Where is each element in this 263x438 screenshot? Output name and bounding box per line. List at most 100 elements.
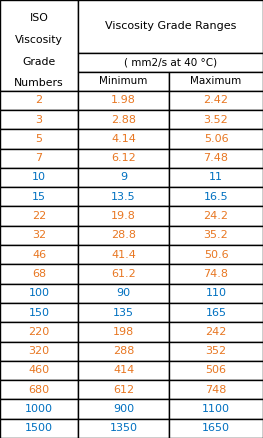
Bar [169,322,263,342]
Bar [0,226,78,245]
Text: 28.8: 28.8 [111,230,136,240]
Text: 4.14: 4.14 [111,134,136,144]
Text: 220: 220 [28,327,50,337]
Text: 3.52: 3.52 [204,115,229,124]
Bar [0,342,78,361]
Text: 460: 460 [28,365,50,375]
Bar [169,72,263,91]
Bar [0,322,78,342]
Text: 15: 15 [32,192,46,202]
Text: 1.98: 1.98 [111,95,136,105]
Text: 612: 612 [113,385,134,395]
Text: 198: 198 [113,327,134,337]
Bar [169,129,263,148]
Bar [78,206,169,226]
Text: 24.2: 24.2 [204,211,229,221]
Text: 2.88: 2.88 [111,115,136,124]
Bar [0,129,78,148]
Text: 414: 414 [113,365,134,375]
Text: 50.6: 50.6 [204,250,228,260]
Bar [78,129,169,148]
Text: 2: 2 [36,95,43,105]
Bar [0,361,78,380]
Text: 61.2: 61.2 [111,269,136,279]
Text: 5: 5 [36,134,43,144]
Bar [169,110,263,129]
Bar [78,380,169,399]
Text: 46: 46 [32,250,46,260]
Bar [0,206,78,226]
Bar [169,168,263,187]
Bar [169,91,263,110]
Text: 9: 9 [120,173,127,183]
Bar [169,303,263,322]
Text: Numbers: Numbers [14,78,64,88]
Text: 90: 90 [117,288,131,298]
Bar [78,322,169,342]
Bar [169,361,263,380]
Bar [0,245,78,265]
Bar [78,53,263,72]
Text: 150: 150 [29,307,49,318]
Text: 1100: 1100 [202,404,230,414]
Text: 506: 506 [206,365,226,375]
Text: 1000: 1000 [25,404,53,414]
Text: ISO: ISO [30,13,48,23]
Text: 352: 352 [205,346,227,356]
Bar [78,187,169,206]
Bar [169,265,263,284]
Bar [169,206,263,226]
Text: Minimum: Minimum [99,76,148,86]
Bar [78,168,169,187]
Text: 320: 320 [28,346,50,356]
Bar [0,265,78,284]
Bar [169,226,263,245]
Text: 900: 900 [113,404,134,414]
Bar [169,284,263,303]
Bar [78,148,169,168]
Text: Viscosity: Viscosity [15,35,63,45]
Bar [78,245,169,265]
Text: 680: 680 [28,385,50,395]
Text: 11: 11 [209,173,223,183]
Bar [78,0,263,53]
Bar [0,399,78,419]
Text: 32: 32 [32,230,46,240]
Text: 13.5: 13.5 [111,192,136,202]
Text: 68: 68 [32,269,46,279]
Text: 41.4: 41.4 [111,250,136,260]
Text: 16.5: 16.5 [204,192,228,202]
Text: Viscosity Grade Ranges: Viscosity Grade Ranges [105,21,236,32]
Bar [0,91,78,110]
Text: 35.2: 35.2 [204,230,229,240]
Bar [0,284,78,303]
Text: 22: 22 [32,211,46,221]
Bar [78,110,169,129]
Text: 1350: 1350 [110,424,138,433]
Bar [169,148,263,168]
Bar [0,419,78,438]
Bar [78,265,169,284]
Text: Grade: Grade [22,57,56,67]
Bar [78,303,169,322]
Text: 748: 748 [205,385,227,395]
Text: 10: 10 [32,173,46,183]
Bar [78,72,169,91]
Bar [0,303,78,322]
Bar [0,187,78,206]
Text: ( mm2/s at 40 °C): ( mm2/s at 40 °C) [124,57,217,67]
Text: 6.12: 6.12 [111,153,136,163]
Bar [78,399,169,419]
Text: 7: 7 [36,153,43,163]
Text: 5.06: 5.06 [204,134,228,144]
Text: 100: 100 [29,288,49,298]
Text: Maximum: Maximum [190,76,242,86]
Text: 165: 165 [206,307,226,318]
Text: 3: 3 [36,115,43,124]
Bar [0,0,78,91]
Bar [169,187,263,206]
Bar [169,245,263,265]
Bar [169,419,263,438]
Text: 7.48: 7.48 [204,153,229,163]
Bar [78,284,169,303]
